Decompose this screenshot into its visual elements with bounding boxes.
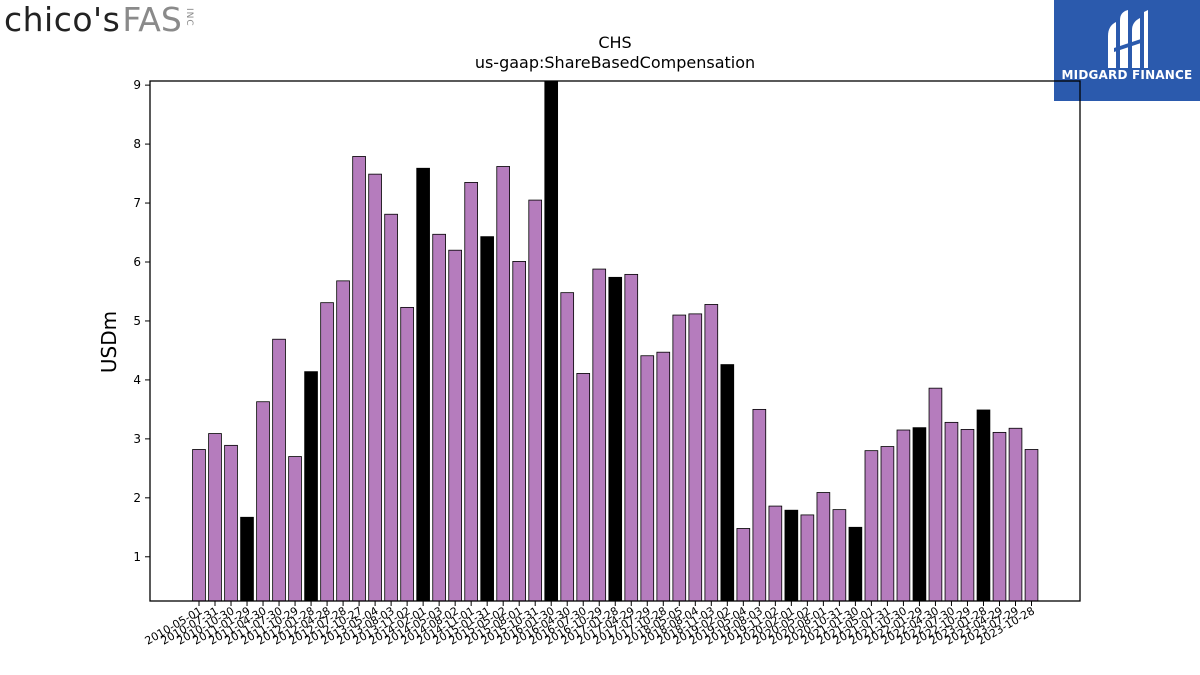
bar-2011-10-29 xyxy=(288,456,302,602)
bar-2020-05-02 xyxy=(800,514,815,602)
bar-2018-05-05 xyxy=(672,314,687,602)
bar-2017-10-28 xyxy=(656,351,671,602)
bar-2014-02-01 xyxy=(416,167,430,602)
midgard-finance-name: MIDGARD FINANCE xyxy=(1061,68,1193,82)
y-tick-label: 4 xyxy=(133,373,141,387)
bar-2023-10-28 xyxy=(1024,449,1039,602)
bar-2023-07-29 xyxy=(1008,427,1023,602)
bar-2015-10-31 xyxy=(528,199,543,602)
bar-2010-05-01 xyxy=(192,449,206,602)
chart-title: CHS xyxy=(598,33,631,52)
bar-2019-11-02 xyxy=(768,505,783,602)
bars-group xyxy=(192,80,1039,602)
bar-2021-05-01 xyxy=(864,450,879,602)
bar-2020-10-31 xyxy=(832,509,847,602)
y-tick-label: 3 xyxy=(133,432,141,446)
y-tick-label: 2 xyxy=(133,491,141,505)
bar-2010-10-30 xyxy=(224,444,238,602)
midgard-m-icon xyxy=(1108,10,1148,68)
bar-2023-01-28 xyxy=(976,409,991,602)
bar-2013-11-02 xyxy=(400,306,414,602)
y-axis-ticks: 1 2 3 4 5 6 7 8 9 xyxy=(133,78,150,564)
plot-frame xyxy=(149,80,1081,602)
bar-2019-05-04 xyxy=(736,528,751,602)
bar-2020-08-01 xyxy=(816,492,831,602)
bar-2018-08-04 xyxy=(688,313,703,602)
bar-2019-08-03 xyxy=(752,408,767,602)
bar-2010-07-31 xyxy=(208,433,222,602)
bar-2013-05-04 xyxy=(368,173,382,602)
bar-2014-11-01 xyxy=(464,182,478,602)
bar-2021-01-30 xyxy=(848,526,863,602)
bar-2017-04-29 xyxy=(624,273,639,602)
bar-2016-07-30 xyxy=(576,373,591,602)
bar-2012-10-27 xyxy=(352,156,366,602)
bar-2015-05-02 xyxy=(496,166,510,602)
bar-2011-07-30 xyxy=(272,338,286,602)
midgard-finance-logo: MIDGARD FINANCE xyxy=(1054,0,1200,101)
bar-2014-05-03 xyxy=(432,233,446,602)
logo-brand-text: chico's xyxy=(4,0,121,39)
bar-2016-10-29 xyxy=(592,268,607,602)
y-tick-label: 9 xyxy=(133,78,141,92)
chicos-fas-logo: chico's FAS INC xyxy=(4,2,194,38)
bar-2017-01-28 xyxy=(608,276,623,602)
bar-2020-02-01 xyxy=(784,509,799,602)
y-axis-label: USDm xyxy=(97,311,121,373)
bar-2011-04-30 xyxy=(256,401,270,602)
bar-2012-04-28 xyxy=(320,302,334,602)
y-tick-label: 6 xyxy=(133,255,141,269)
bar-2022-01-29 xyxy=(912,427,927,602)
logo-inc-text: INC xyxy=(183,8,194,27)
bar-2012-01-28 xyxy=(304,371,318,602)
bar-2022-04-30 xyxy=(928,387,943,602)
y-tick-label: 5 xyxy=(133,314,141,328)
bar-2019-02-02 xyxy=(720,364,735,602)
bar-2014-08-02 xyxy=(448,249,462,602)
x-axis-ticks: 2010-05-012010-07-312010-10-302011-01-29… xyxy=(143,601,1037,648)
bar-2022-07-30 xyxy=(944,421,959,602)
bar-2013-08-03 xyxy=(384,213,398,602)
bar-2023-04-29 xyxy=(992,431,1007,602)
bar-2021-10-30 xyxy=(896,429,911,602)
bar-2018-11-03 xyxy=(704,304,719,602)
bar-2011-01-29 xyxy=(240,516,254,602)
bar-2017-07-29 xyxy=(640,355,655,602)
bar-2022-10-29 xyxy=(960,429,975,602)
logo-fas-text: FAS xyxy=(122,0,182,39)
bar-2012-07-28 xyxy=(336,280,350,602)
y-tick-label: 7 xyxy=(133,196,141,210)
y-tick-label: 8 xyxy=(133,137,141,151)
bar-2021-07-31 xyxy=(880,446,895,602)
bar-2016-01-30 xyxy=(544,80,559,602)
bar-2015-08-01 xyxy=(512,261,526,602)
chart-subtitle: us-gaap:ShareBasedCompensation xyxy=(475,53,755,72)
bar-2016-04-30 xyxy=(560,292,575,602)
y-tick-label: 1 xyxy=(133,550,141,564)
bar-2015-01-31 xyxy=(480,236,494,602)
